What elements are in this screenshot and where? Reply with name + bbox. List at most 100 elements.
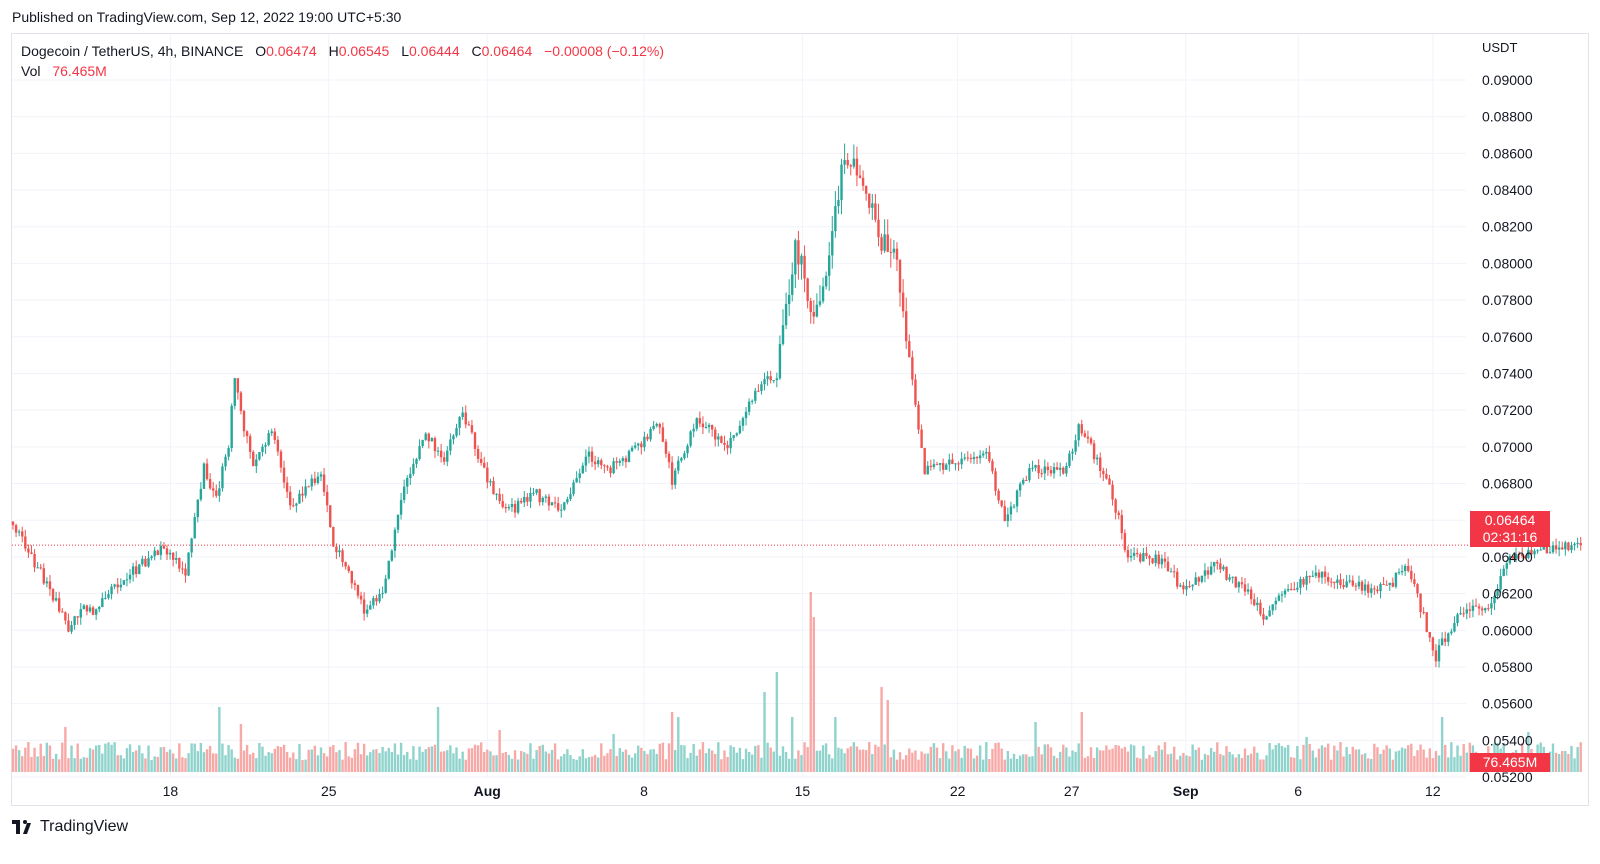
candle-body — [1169, 571, 1173, 573]
candle-body — [1105, 474, 1108, 479]
candle-body — [1182, 585, 1185, 590]
candle-body — [316, 476, 320, 483]
volume-bar — [1089, 747, 1093, 772]
candle-body — [1206, 570, 1210, 575]
volume-bar — [187, 753, 190, 772]
candle-body — [1533, 550, 1536, 555]
candle-body — [1271, 604, 1274, 611]
volume-bar — [1391, 759, 1395, 772]
candle-body — [356, 585, 360, 596]
chart-pane[interactable] — [11, 33, 1589, 806]
volume-bar — [1428, 748, 1431, 772]
volume-bar — [858, 749, 862, 772]
candle-body — [1120, 515, 1123, 534]
candle-body — [443, 457, 446, 462]
candle-body — [587, 451, 591, 457]
candle-body — [196, 499, 199, 518]
candle-body — [239, 392, 243, 411]
volume-bar — [1440, 717, 1444, 772]
candle-body — [972, 457, 976, 460]
candle-body — [994, 471, 997, 491]
time-tick-label: 6 — [1294, 783, 1302, 799]
candle-body — [1521, 554, 1524, 557]
candle-body — [1508, 556, 1512, 564]
candle-body — [1487, 608, 1490, 610]
volume-bar — [1163, 742, 1167, 772]
volume-bar — [1117, 745, 1120, 772]
volume-bar — [1453, 757, 1456, 772]
candle-body — [427, 433, 430, 442]
candle-body — [1028, 468, 1031, 481]
candle-body — [409, 473, 412, 478]
candle-body — [1314, 572, 1318, 576]
candle-body — [292, 505, 295, 507]
candle-body — [1530, 549, 1533, 555]
candle-body — [969, 457, 973, 460]
candle-body — [381, 592, 384, 594]
volume-bar — [877, 746, 880, 772]
candle-body — [418, 446, 421, 460]
candle-body — [270, 431, 273, 434]
volume-bar — [1139, 758, 1142, 772]
volume-bar — [1280, 745, 1284, 772]
volume-bar — [578, 756, 581, 772]
candle-body — [1265, 616, 1268, 620]
tradingview-logo[interactable]: TradingView — [12, 818, 128, 836]
candle-body — [261, 446, 264, 453]
volume-bar — [1237, 754, 1241, 772]
volume-bar — [430, 746, 434, 772]
candle-body — [319, 474, 323, 477]
volume-bar — [723, 750, 726, 772]
volume-bar — [54, 753, 58, 772]
candle-body — [476, 448, 480, 459]
candle-body — [760, 384, 763, 392]
volume-bar — [1148, 754, 1151, 772]
candle-body — [224, 456, 227, 467]
published-caption: Published on TradingView.com, Sep 12, 20… — [12, 9, 402, 25]
candle-body — [359, 595, 363, 600]
volume-bar — [1311, 750, 1314, 772]
candle-body — [1342, 585, 1345, 588]
volume-bar — [615, 755, 618, 772]
candle-body — [1394, 572, 1398, 587]
volume-bar — [874, 744, 877, 772]
candle-body — [874, 203, 877, 220]
candle-body — [73, 616, 76, 626]
volume-bar — [526, 753, 529, 772]
candle-body — [923, 447, 926, 475]
candle-body — [212, 488, 215, 491]
volume-bar — [1160, 749, 1164, 772]
time-tick-label: 27 — [1064, 783, 1080, 799]
price-tick-label: 0.05200 — [1482, 769, 1533, 785]
legend-change: −0.00008 (−0.12%) — [544, 43, 664, 59]
candle-body — [747, 401, 751, 412]
volume-bar — [436, 707, 440, 772]
candle-body — [1524, 556, 1527, 558]
candle-body — [1283, 590, 1287, 595]
volume-bar — [818, 750, 822, 772]
candle-body — [855, 158, 859, 176]
volume-bar — [310, 749, 313, 772]
volume-bar — [513, 750, 517, 772]
volume-bar — [470, 748, 474, 772]
volume-bar — [932, 743, 936, 772]
volume-bar — [880, 687, 883, 772]
time-tick-label: 22 — [950, 783, 966, 799]
volume-bar — [680, 745, 683, 772]
volume-bar — [1074, 751, 1077, 772]
volume-bar — [439, 751, 443, 772]
volume-bar — [784, 751, 788, 772]
candle-body — [495, 493, 498, 495]
candle-body — [1339, 579, 1342, 586]
candle-body — [1474, 605, 1478, 607]
candle-body — [1490, 603, 1493, 609]
volume-bar — [683, 745, 686, 772]
candle-body — [1040, 473, 1043, 475]
volume-bar — [147, 745, 150, 772]
candle-body — [1166, 561, 1170, 572]
candle-body — [1055, 467, 1059, 470]
candle-body — [433, 438, 437, 452]
volume-bar — [895, 759, 899, 772]
candle-body — [1410, 570, 1413, 580]
